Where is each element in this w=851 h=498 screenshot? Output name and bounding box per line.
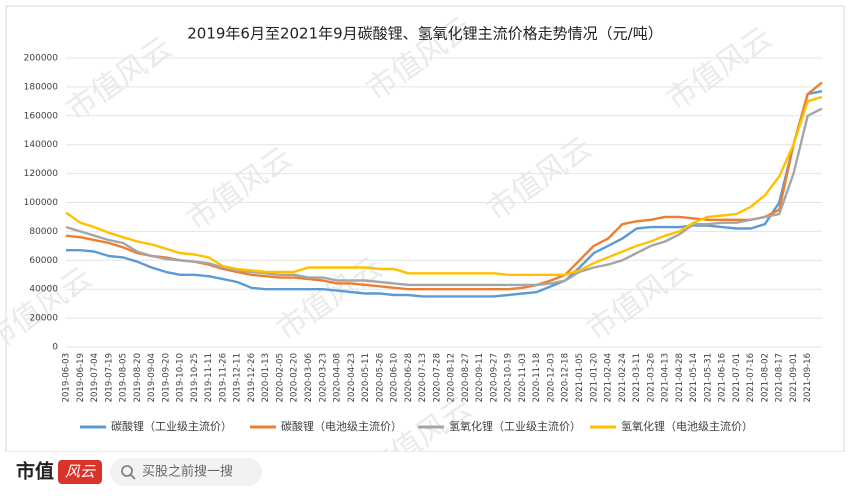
x-tick-label: 2021-06-16 [718,353,728,402]
x-tick-label: 2019-07-19 [104,353,114,402]
x-tick-label: 2020-07-28 [432,353,442,402]
x-tick-label: 2021-08-17 [775,353,785,402]
x-tick-label: 2020-06-28 [404,353,414,402]
x-tick-label: 2020-08-27 [461,353,471,402]
legend-label: 碳酸锂（电池级主流价） [281,419,402,433]
x-tick-label: 2020-09-27 [489,353,499,402]
x-tick-label: 2020-11-03 [518,353,528,402]
x-tick-label: 2019-08-05 [119,353,129,402]
series-line [66,90,823,298]
legend-label: 氢氧化锂（电池级主流价） [621,419,753,433]
x-tick-label: 2019-10-25 [190,353,200,402]
search-icon-handle [130,474,136,480]
y-tick-label: 120000 [24,169,59,179]
y-tick-label: 20000 [29,314,58,324]
x-tick-label: 2021-02-04 [604,353,614,402]
legend-label: 碳酸锂（工业级主流价） [111,419,232,433]
y-tick-label: 160000 [24,111,59,121]
y-tick-label: 140000 [24,140,59,150]
x-tick-label: 2021-08-02 [760,353,770,402]
x-tick-label: 2020-04-08 [333,353,343,402]
y-tick-label: 0 [52,343,58,353]
x-tick-label: 2021-05-31 [703,353,713,402]
x-tick-label: 2021-07-16 [746,353,756,402]
x-tick-label: 2020-05-26 [375,353,385,402]
x-tick-label: 2021-03-26 [646,353,656,402]
x-tick-label: 2020-10-19 [504,353,514,402]
legend-label: 氢氧化锂（工业级主流价） [449,419,581,433]
x-tick-label: 2019-09-20 [161,353,171,402]
x-tick-label: 2019-06-03 [62,353,72,402]
y-tick-label: 60000 [29,256,58,266]
x-tick-label: 2019-09-04 [147,353,157,402]
brand-mark: 风云 [65,463,96,481]
search-icon [121,465,133,477]
chart-title: 2019年6月至2021年9月碳酸锂、氢氧化锂主流价格走势情况（元/吨） [187,25,663,43]
x-tick-label: 2019-11-26 [218,353,228,402]
x-tick-label: 2019-06-19 [76,353,86,402]
x-tick-label: 2021-07-01 [732,353,742,402]
x-tick-label: 2020-11-18 [532,353,542,402]
x-tick-label: 2019-12-26 [247,353,257,402]
x-tick-label: 2020-01-13 [261,353,271,402]
x-tick-label: 2021-05-14 [689,353,699,402]
brand-mark-bg [58,460,102,484]
x-tick-label: 2021-01-05 [575,353,585,402]
brand: 市值 [16,460,54,483]
x-tick-label: 2020-02-05 [275,353,285,402]
search-placeholder: 买股之前搜一搜 [142,464,233,480]
x-tick-label: 2019-07-04 [90,353,100,402]
x-tick-label: 2020-12-03 [546,353,556,402]
y-tick-label: 200000 [24,54,59,64]
x-tick-label: 2020-03-06 [304,353,314,402]
x-tick-label: 2019-11-11 [204,353,214,402]
x-tick-label: 2020-07-13 [418,353,428,402]
x-tick-label: 2020-02-20 [290,353,300,402]
x-tick-label: 2020-09-11 [475,353,485,402]
chart-frame [5,5,845,453]
x-tick-label: 2021-04-13 [661,353,671,402]
x-tick-label: 2021-01-20 [589,353,599,402]
x-tick-label: 2021-02-24 [618,353,628,402]
x-tick-label: 2020-04-23 [347,353,357,402]
x-tick-label: 2020-06-10 [390,353,400,402]
x-tick-label: 2019-08-20 [133,353,143,402]
x-tick-label: 2019-10-10 [176,353,186,402]
search-box[interactable] [110,458,262,486]
x-tick-label: 2021-04-28 [675,353,685,402]
x-tick-label: 2021-09-16 [803,353,813,402]
x-tick-label: 2021-03-11 [632,353,642,402]
x-tick-label: 2020-08-12 [447,353,457,402]
series-line [65,107,823,287]
x-tick-label: 2020-05-11 [361,353,371,402]
y-tick-label: 180000 [24,82,59,92]
x-tick-label: 2021-09-01 [789,353,799,402]
y-tick-label: 100000 [24,198,59,208]
x-tick-label: 2020-12-18 [561,353,571,402]
x-tick-label: 2019-12-11 [233,353,243,402]
y-tick-label: 80000 [29,227,58,237]
y-tick-label: 40000 [29,285,58,295]
x-tick-label: 2020-03-23 [318,353,328,402]
series-line [65,95,823,276]
